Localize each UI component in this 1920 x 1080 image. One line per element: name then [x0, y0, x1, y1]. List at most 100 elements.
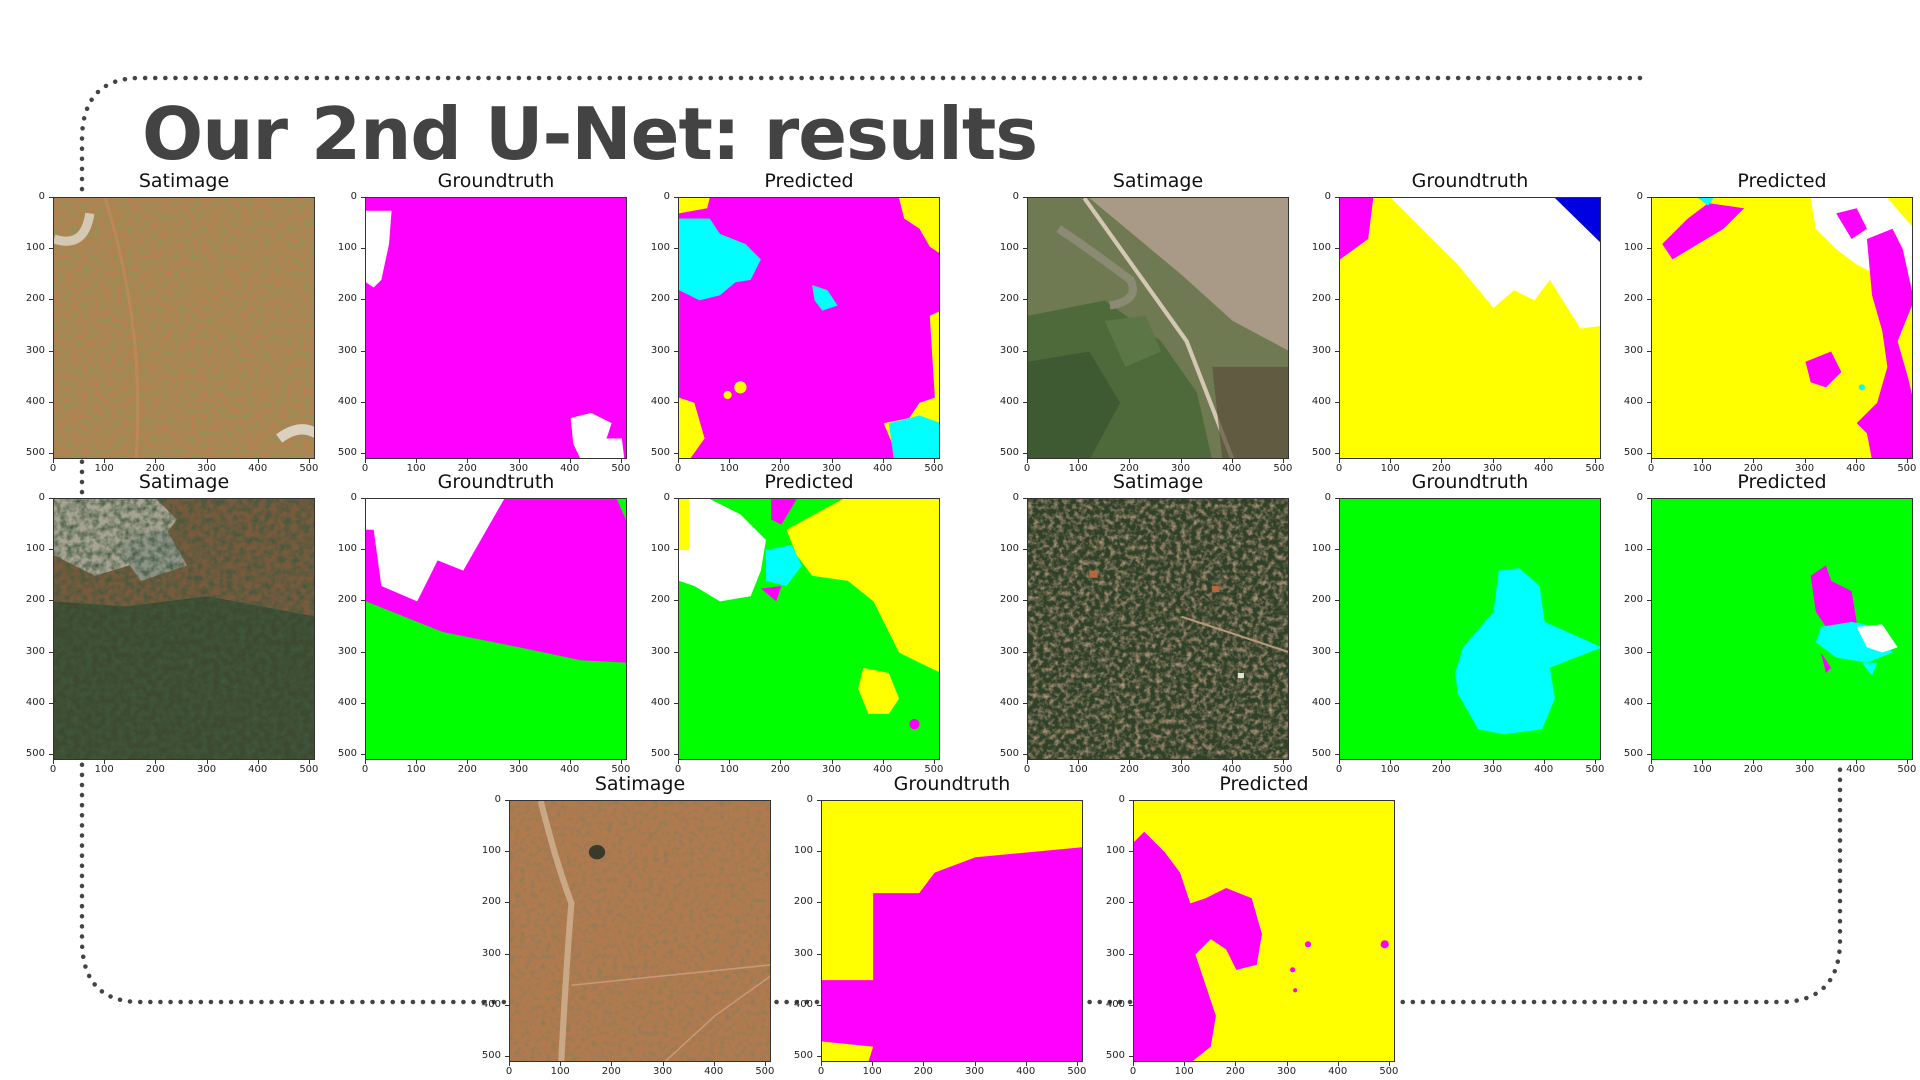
- y-tick-mark: [1647, 600, 1651, 602]
- x-tick-mark: [560, 1062, 562, 1066]
- x-tick-label: 500: [1897, 463, 1917, 474]
- y-tick-label: 200: [999, 293, 1019, 305]
- y-tick-label: 300: [337, 645, 357, 657]
- y-tick-label: 200: [25, 594, 45, 606]
- x-tick-label: 300: [1794, 764, 1815, 775]
- y-tick-mark: [1647, 401, 1651, 403]
- x-tick-label: 100: [1174, 1066, 1194, 1077]
- y-tick-label: 0: [350, 492, 357, 503]
- y-tick-mark: [361, 248, 365, 250]
- y-tick-label: 100: [999, 242, 1019, 254]
- y-tick-label: 100: [337, 543, 357, 555]
- y-tick-mark: [817, 800, 821, 801]
- y-tick-mark: [674, 299, 678, 301]
- x-tick-mark: [1804, 459, 1806, 463]
- y-tick-mark: [674, 197, 678, 198]
- y-tick-label: 0: [806, 794, 813, 805]
- y-tick-label: 400: [1623, 696, 1643, 708]
- x-tick-label: 400: [1222, 764, 1242, 775]
- y-tick-label: 100: [1623, 543, 1643, 555]
- x-tick-label: 500: [1585, 463, 1605, 474]
- x-tick-mark: [620, 760, 622, 764]
- y-tick-label: 300: [481, 947, 501, 959]
- x-tick-mark: [1651, 760, 1652, 764]
- x-tick-label: 200: [1119, 463, 1139, 474]
- y-tick-label: 200: [481, 896, 501, 908]
- x-tick-label: 200: [457, 463, 477, 474]
- y-tick-label: 200: [1623, 594, 1643, 606]
- panel-satimage-2: Satimage 0 0 100 100 200 200 300 300 400 400 500 50…: [1000, 170, 1293, 474]
- x-tick-mark: [1594, 459, 1596, 463]
- x-tick-label: 200: [770, 463, 790, 474]
- y-tick-label: 500: [337, 446, 357, 458]
- y-tick-label: 200: [999, 594, 1019, 606]
- y-tick-label: 400: [1311, 395, 1331, 407]
- x-tick-mark: [1651, 459, 1652, 463]
- x-tick-mark: [611, 1062, 613, 1066]
- x-tick-mark: [1337, 1062, 1339, 1066]
- y-tick-label: 500: [25, 747, 45, 759]
- x-tick-mark: [416, 459, 418, 463]
- x-tick-label: 100: [719, 764, 739, 775]
- panel-title: Satimage: [594, 773, 686, 795]
- x-tick-label: 200: [1119, 764, 1139, 775]
- panel-groundtruth-3: Groundtruth 0 0 100 100 200 200 300 300 400 400 50…: [338, 471, 631, 775]
- x-tick-mark: [933, 760, 935, 764]
- x-tick-mark: [1906, 760, 1908, 764]
- y-tick-label: 200: [337, 293, 357, 305]
- y-tick-label: 100: [999, 543, 1019, 555]
- y-tick-label: 200: [1105, 896, 1125, 908]
- image-satimage: [509, 800, 771, 1062]
- x-tick-label: 0: [505, 1066, 513, 1077]
- y-tick-label: 300: [650, 344, 670, 356]
- panel-title: Satimage: [1112, 170, 1204, 192]
- panel-predicted-1: Predicted 0 0 100 100 200 200 300 300 400 400 500 5…: [651, 170, 944, 474]
- y-tick-mark: [1129, 1055, 1133, 1057]
- y-tick-mark: [49, 197, 53, 198]
- y-tick-mark: [817, 1055, 821, 1057]
- y-tick-mark: [1335, 600, 1339, 602]
- x-tick-label: 500: [299, 463, 319, 474]
- x-tick-label: 300: [196, 463, 217, 474]
- x-tick-mark: [1129, 459, 1131, 463]
- y-tick-label: 0: [1636, 492, 1643, 503]
- x-tick-label: 200: [1225, 1066, 1245, 1077]
- y-tick-label: 400: [650, 696, 670, 708]
- y-tick-label: 0: [1636, 191, 1643, 202]
- panel-title: Satimage: [138, 170, 230, 192]
- y-tick-mark: [1647, 753, 1651, 755]
- y-tick-label: 500: [1623, 747, 1643, 759]
- x-tick-label: 100: [1380, 463, 1400, 474]
- y-tick-label: 500: [337, 747, 357, 759]
- x-tick-label: 500: [1897, 764, 1917, 775]
- x-tick-label: 300: [964, 1066, 985, 1077]
- y-tick-mark: [49, 549, 53, 551]
- y-tick-mark: [1023, 197, 1027, 198]
- y-tick-mark: [1647, 549, 1651, 551]
- y-tick-label: 400: [793, 998, 813, 1010]
- y-tick-mark: [49, 350, 53, 352]
- y-tick-label: 100: [1623, 242, 1643, 254]
- image-groundtruth: [365, 197, 627, 459]
- y-tick-mark: [505, 1004, 509, 1006]
- x-tick-label: 300: [821, 764, 842, 775]
- x-tick-mark: [923, 1062, 925, 1066]
- y-tick-mark: [674, 651, 678, 653]
- y-tick-mark: [1647, 651, 1651, 653]
- x-tick-label: 200: [1431, 463, 1451, 474]
- x-tick-mark: [933, 459, 935, 463]
- y-tick-label: 100: [1311, 242, 1331, 254]
- y-tick-label: 400: [337, 395, 357, 407]
- y-tick-label: 300: [1311, 645, 1331, 657]
- x-tick-mark: [1390, 760, 1392, 764]
- x-tick-mark: [509, 1062, 510, 1066]
- x-tick-label: 400: [873, 764, 893, 775]
- y-tick-label: 200: [337, 594, 357, 606]
- x-tick-mark: [1282, 760, 1284, 764]
- x-tick-label: 100: [1692, 764, 1712, 775]
- x-tick-label: 300: [196, 764, 217, 775]
- x-tick-label: 0: [361, 764, 369, 775]
- x-tick-mark: [1180, 760, 1182, 764]
- y-tick-mark: [1335, 702, 1339, 704]
- y-tick-mark: [361, 549, 365, 551]
